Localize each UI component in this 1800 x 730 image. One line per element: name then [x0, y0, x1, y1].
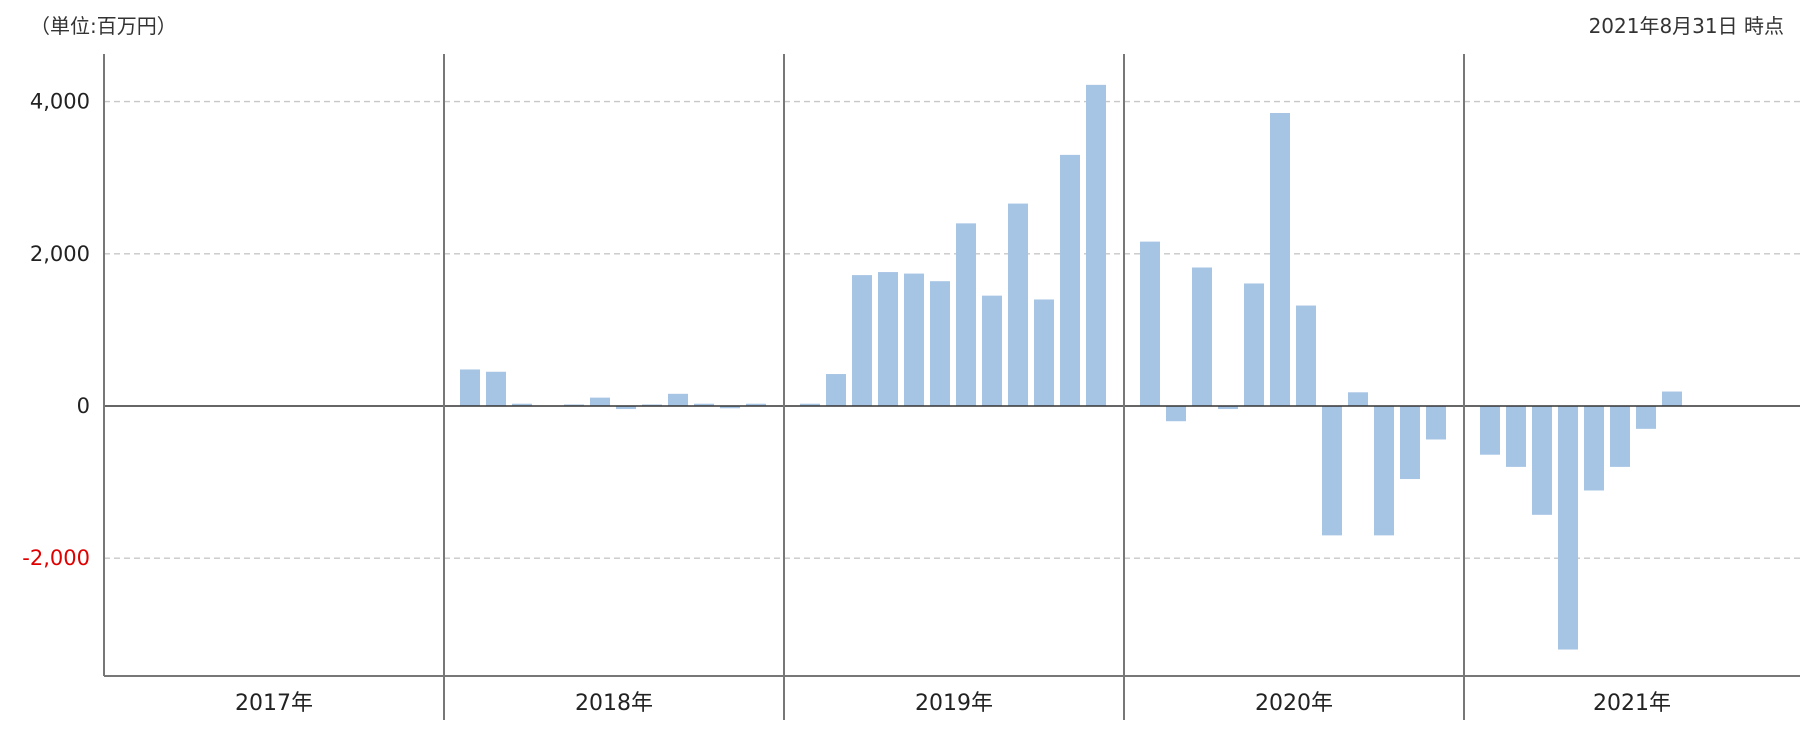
- bar-2020年-10: [1374, 406, 1394, 536]
- bar-2019年-5: [904, 273, 924, 406]
- bar-2019年-8: [982, 295, 1002, 406]
- bar-2019年-9: [1008, 203, 1028, 406]
- bar-2020年-4: [1218, 406, 1238, 410]
- year-label: 2021年: [1593, 691, 1671, 716]
- y-tick-label: 2,000: [30, 242, 90, 266]
- year-label: 2019年: [915, 691, 993, 716]
- bar-2020年-1: [1140, 241, 1160, 406]
- as-of-date-label: 2021年8月31日 時点: [1588, 14, 1784, 38]
- y-tick-label: -2,000: [22, 546, 90, 570]
- bar-2018年-12: [746, 403, 766, 406]
- bar-2019年-6: [930, 281, 950, 406]
- bar-2018年-10: [694, 403, 714, 406]
- bar-2019年-3: [852, 275, 872, 406]
- bar-2021年-2: [1506, 406, 1526, 467]
- bar-2020年-12: [1426, 406, 1446, 440]
- year-label: 2017年: [235, 691, 313, 716]
- bar-2021年-6: [1610, 406, 1630, 467]
- bar-2018年-11: [720, 406, 740, 409]
- bar-2020年-7: [1296, 305, 1316, 406]
- bar-2021年-7: [1636, 406, 1656, 429]
- bar-2021年-8: [1662, 391, 1682, 406]
- year-label: 2018年: [575, 691, 653, 716]
- bar-2021年-5: [1584, 406, 1604, 491]
- bar-2018年-9: [668, 393, 688, 406]
- bar-2021年-1: [1480, 406, 1500, 455]
- bar-2018年-1: [460, 369, 480, 406]
- bar-2020年-9: [1348, 392, 1368, 406]
- bar-2018年-3: [512, 403, 532, 406]
- bar-2020年-5: [1244, 283, 1264, 406]
- y-tick-label: 4,000: [30, 90, 90, 114]
- bar-2018年-6: [590, 397, 610, 406]
- bar-2018年-7: [616, 406, 636, 410]
- bar-2020年-8: [1322, 406, 1342, 536]
- bar-2020年-6: [1270, 113, 1290, 406]
- bar-2020年-2: [1166, 406, 1186, 422]
- bar-2019年-4: [878, 272, 898, 406]
- bar-2020年-11: [1400, 406, 1420, 480]
- bar-2019年-2: [826, 374, 846, 406]
- bar-2019年-10: [1034, 299, 1054, 406]
- bar-2021年-3: [1532, 406, 1552, 515]
- bar-2020年-3: [1192, 267, 1212, 406]
- year-label: 2020年: [1255, 691, 1333, 716]
- y-tick-label: 0: [77, 394, 90, 418]
- bar-2021年-4: [1558, 406, 1578, 650]
- bar-2019年-7: [956, 223, 976, 406]
- bar-2018年-2: [486, 371, 506, 406]
- bar-2019年-12: [1086, 84, 1106, 406]
- bar-2019年-11: [1060, 154, 1080, 406]
- bar-2019年-1: [800, 403, 820, 406]
- unit-label: （単位:百万円）: [30, 14, 177, 38]
